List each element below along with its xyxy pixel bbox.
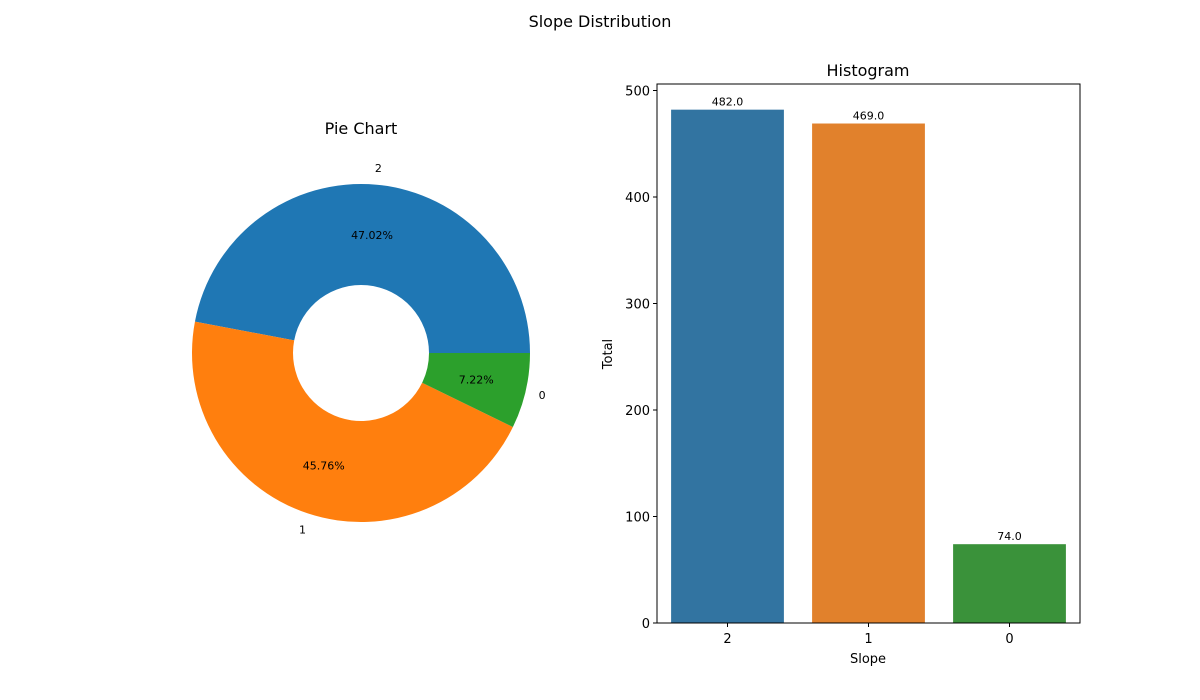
y-tick-label: 400 — [625, 191, 650, 206]
bar-chart-frame — [656, 83, 1081, 624]
pie-slice-1 — [192, 321, 513, 522]
bar-value-label: 74.0 — [997, 530, 1022, 543]
pie-percent-label: 7.22% — [459, 374, 494, 387]
x-tick-label: 2 — [723, 632, 731, 647]
y-tick-label: 300 — [625, 297, 650, 312]
y-tick-label: 0 — [642, 617, 650, 632]
pie-slice-label: 0 — [539, 389, 546, 402]
x-axis-label: Slope — [850, 652, 886, 667]
pie-slice-0 — [422, 353, 530, 428]
bar-value-label: 482.0 — [712, 96, 744, 109]
pie-chart-title: Pie Chart — [325, 119, 398, 138]
pie-percent-label: 45.76% — [303, 459, 345, 472]
x-tick-label: 0 — [1005, 632, 1013, 647]
figure-title: Slope Distribution — [529, 12, 672, 31]
bar-1 — [812, 123, 925, 624]
y-tick-label: 500 — [625, 84, 650, 99]
pie-slice-label: 2 — [375, 162, 382, 175]
y-axis-label: Total — [601, 339, 616, 370]
x-tick-label: 1 — [864, 632, 872, 647]
y-tick-label: 200 — [625, 404, 650, 419]
bar-0 — [953, 544, 1066, 623]
pie-chart: Pie Chart 2 47.02% 1 45.76% 0 7.22% — [192, 119, 546, 536]
bar-chart-title: Histogram — [827, 61, 910, 80]
bar-value-label: 469.0 — [853, 110, 885, 123]
bar-chart: Histogram Slope Total 482.0 2 469.0 1 74.0 0 0… — [601, 61, 1081, 667]
y-tick-label: 100 — [625, 510, 650, 525]
bar-2 — [671, 109, 784, 623]
pie-percent-label: 47.02% — [351, 229, 393, 242]
pie-slice-label: 1 — [299, 523, 306, 536]
pie-slice-2 — [194, 183, 530, 353]
